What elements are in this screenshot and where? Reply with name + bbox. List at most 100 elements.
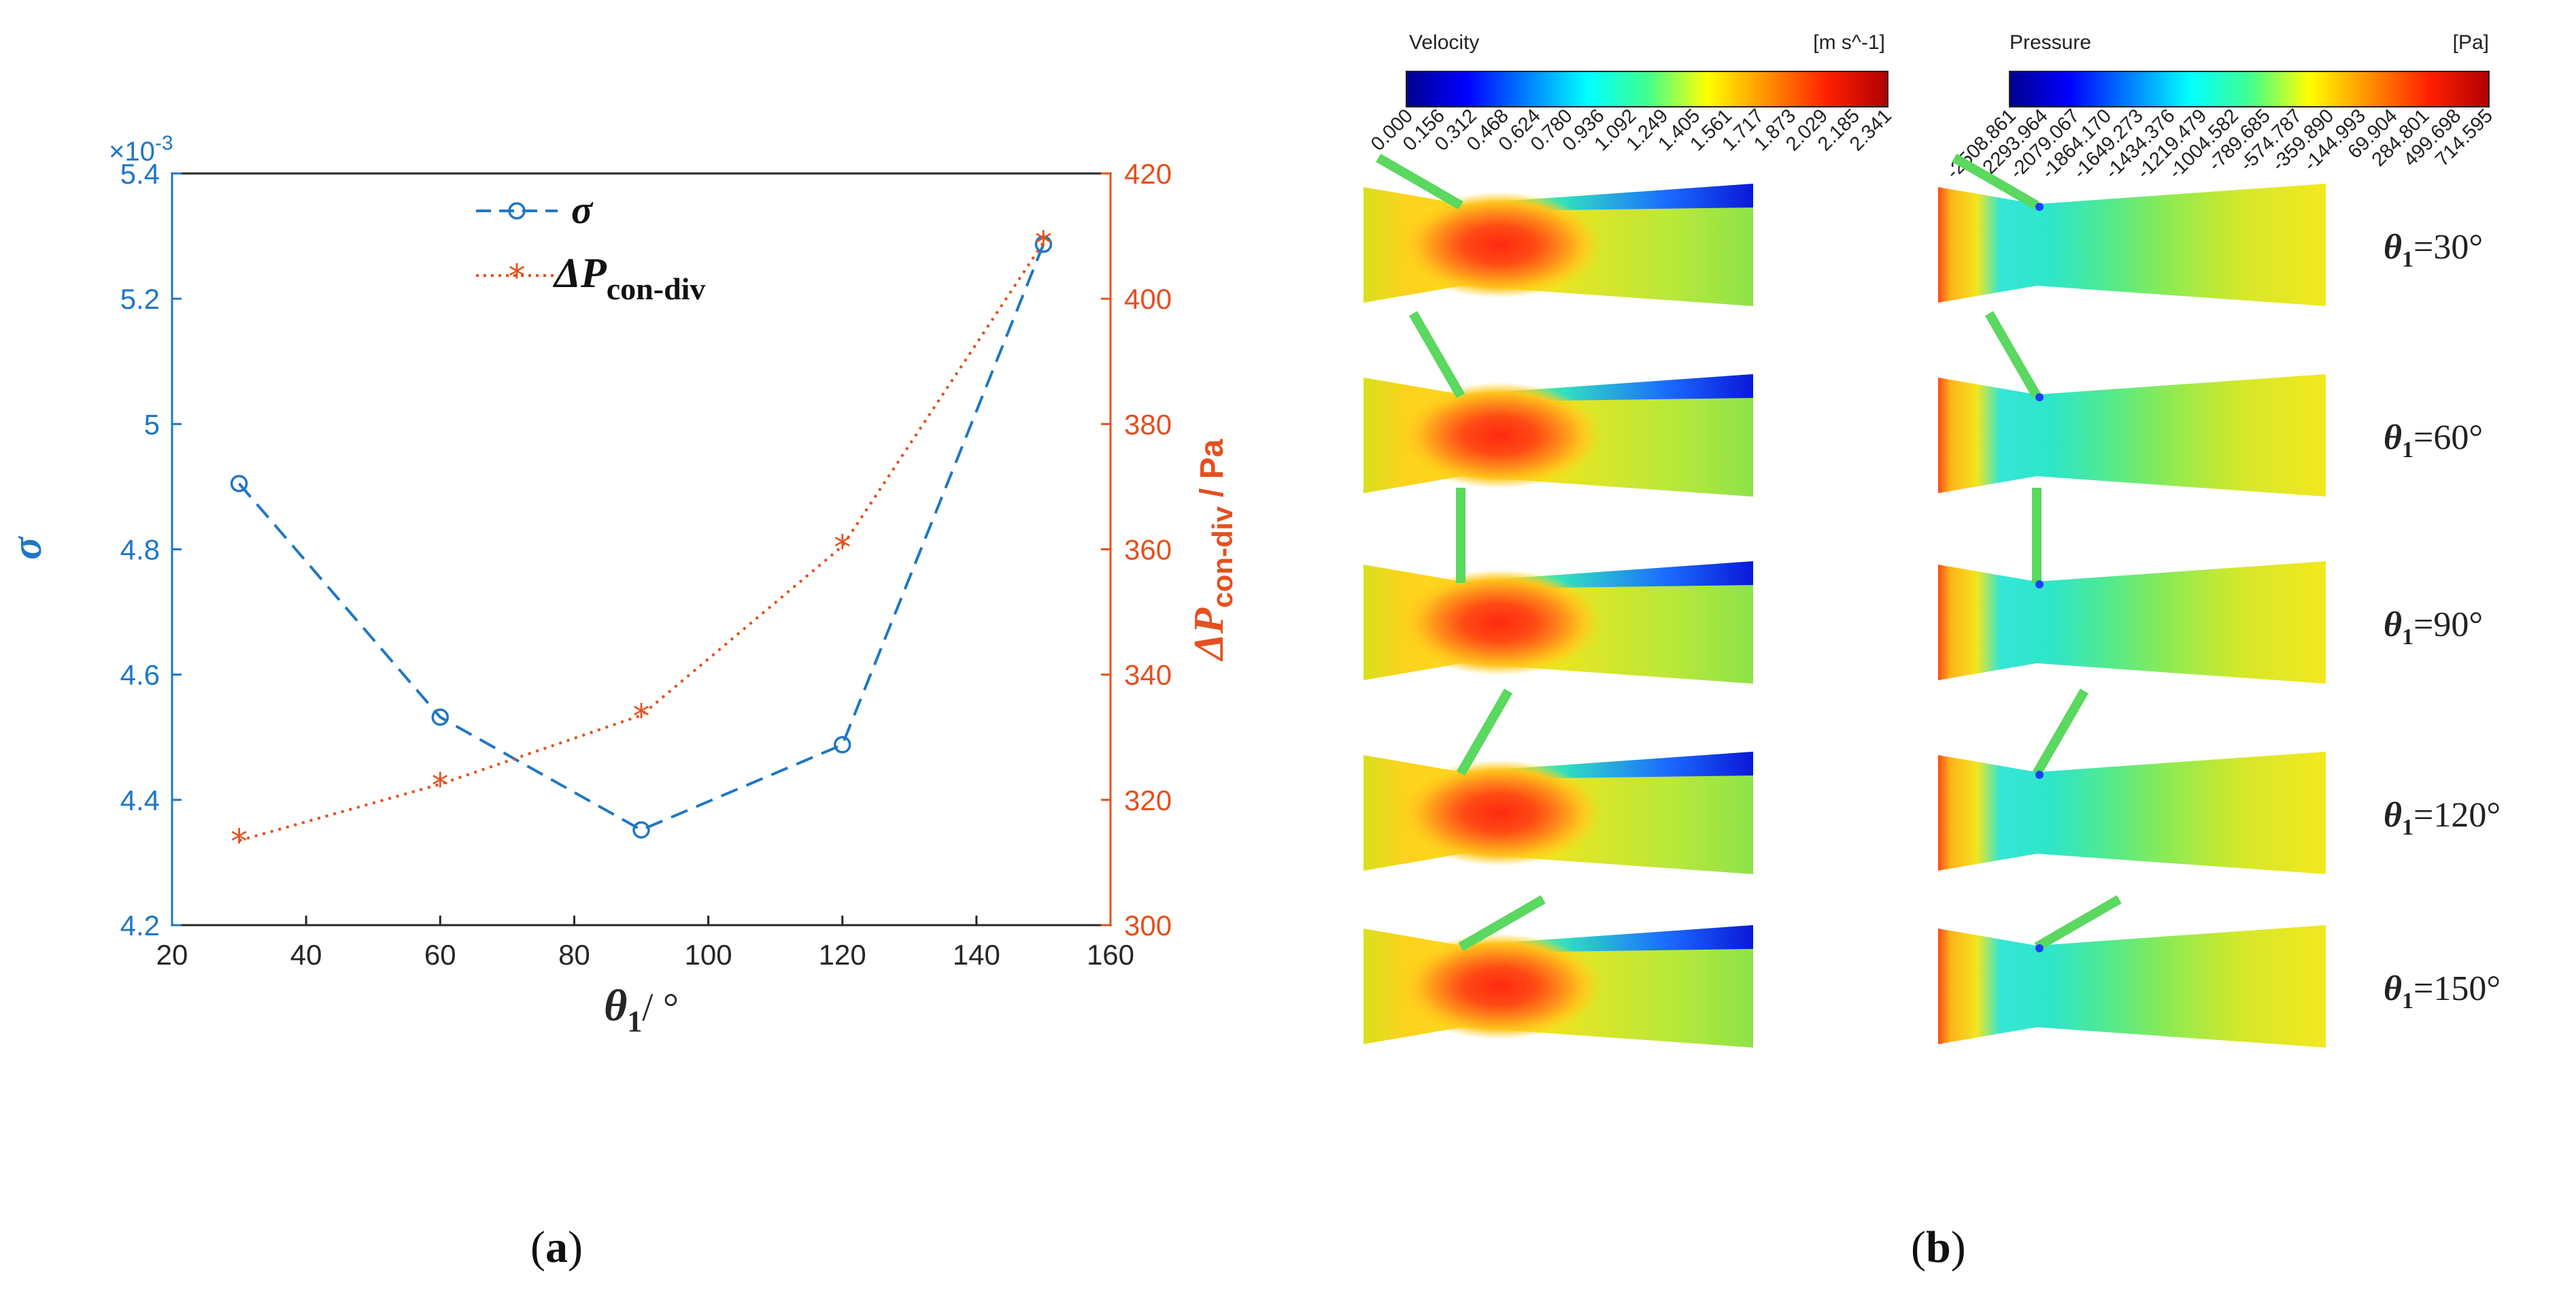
angle-label: θ1=90° <box>2384 605 2483 650</box>
right-axis-ticks: 300 320 340 360 380 400 420 <box>1101 158 1172 941</box>
right-tick-label: 340 <box>1124 659 1172 691</box>
right-tick-label: 300 <box>1124 909 1172 941</box>
deltap-point: * <box>633 697 650 737</box>
sigma-point <box>230 475 248 493</box>
right-tick-label: 320 <box>1124 784 1172 816</box>
right-tick-label: 360 <box>1124 534 1172 566</box>
x-axis-label-var: θ <box>604 981 627 1031</box>
angle-label-value: =150° <box>2413 969 2501 1008</box>
contour-rows: θ1=30°θ1=60°θ1=90°θ1=120°θ1=150° <box>1363 153 2501 1048</box>
velocity-colorbar <box>1406 71 1888 107</box>
angle-label-value: =60° <box>2413 418 2483 457</box>
x-tick-label: 160 <box>1087 939 1134 971</box>
angle-label-var: θ <box>2384 969 2402 1008</box>
x-axis-label: θ1/ ° <box>604 981 679 1038</box>
x-tick-label: 40 <box>290 939 322 971</box>
left-axis-label: σ <box>4 536 50 560</box>
contour-row: θ1=30° <box>1363 153 2483 306</box>
pressure-low-spot <box>2035 771 2044 779</box>
right-tick-label: 380 <box>1124 408 1172 440</box>
contour-row: θ1=120° <box>1363 688 2501 874</box>
left-axis-ticks: 4.2 4.4 4.6 4.8 5 5.2 5.4 <box>120 158 182 941</box>
pressure-inlet-pipe <box>2034 895 2122 952</box>
angle-label-var: θ <box>2384 228 2402 267</box>
pressure-nozzle-body <box>1938 184 2326 306</box>
deltap-point: * <box>231 822 248 862</box>
legend-sigma-marker <box>508 202 526 220</box>
velocity-legend-title: Velocity <box>1409 31 1479 54</box>
left-tick-label: 4.2 <box>120 909 160 941</box>
angle-label-var: θ <box>2384 796 2402 835</box>
sigma-point <box>1034 235 1053 253</box>
angle-label-sub: 1 <box>2402 624 2413 650</box>
x-tick-label: 120 <box>819 939 866 971</box>
velocity-colorbar-ticks: 0.0000.1560.3120.4680.6240.7800.9361.092… <box>1367 105 1896 155</box>
angle-label: θ1=150° <box>2384 969 2501 1014</box>
x-axis-label-sub: 1 <box>627 1005 642 1038</box>
x-axis-label-unit: / ° <box>642 985 679 1029</box>
right-axis-label-unit: / Pa <box>1194 439 1230 506</box>
left-axis-exponent: ×10-3 <box>109 132 173 167</box>
pressure-inlet-pipe <box>1984 311 2041 399</box>
sigma-series-line <box>238 244 1045 832</box>
sigma-point <box>632 821 650 839</box>
angle-label-value: =30° <box>2413 228 2483 267</box>
pressure-inlet-pipe <box>1952 153 2039 210</box>
right-axis-label-main: ΔP <box>1186 607 1232 663</box>
velocity-core <box>1397 569 1601 675</box>
chart-legend: σ * ΔPcon-div <box>476 188 705 306</box>
pressure-legend-title: Pressure <box>2010 31 2091 54</box>
pressure-low-spot <box>2035 580 2044 588</box>
pressure-legend-unit: [Pa] <box>2453 31 2489 54</box>
x-tick-label: 20 <box>156 939 188 971</box>
velocity-inlet-pipe <box>1376 153 1463 210</box>
legend-deltap-sub: con-div <box>607 271 706 306</box>
velocity-core <box>1397 760 1601 866</box>
left-tick-label: 5.2 <box>120 283 160 315</box>
angle-label-sub: 1 <box>2402 988 2413 1014</box>
angle-label: θ1=60° <box>2384 418 2483 463</box>
velocity-core <box>1397 192 1601 298</box>
x-tick-label: 60 <box>424 939 456 971</box>
x-tick-label: 140 <box>953 939 1000 971</box>
legend-deltap-label: ΔPcon-div <box>552 250 705 306</box>
angle-label-value: =90° <box>2413 605 2483 644</box>
velocity-core <box>1397 382 1601 488</box>
velocity-legend-unit: [m s^-1] <box>1813 31 1885 54</box>
left-tick-label: 5 <box>144 408 160 440</box>
pressure-nozzle-body <box>1938 561 2326 684</box>
velocity-inlet-pipe <box>1458 895 1546 952</box>
pressure-nozzle-body <box>1938 374 2326 497</box>
right-axis-label: ΔPcon-div / Pa <box>1186 439 1238 662</box>
angle-label-sub: 1 <box>2402 815 2413 840</box>
left-tick-label: 5.4 <box>120 158 160 190</box>
contour-row: θ1=90° <box>1363 488 2483 684</box>
legend-deltap-main: ΔP <box>552 250 607 297</box>
x-tick-label: 100 <box>685 939 732 971</box>
pressure-low-spot <box>2035 944 2044 952</box>
legend-sigma-label: σ <box>571 188 594 232</box>
angle-label-sub: 1 <box>2402 437 2413 463</box>
angle-label: θ1=120° <box>2384 796 2501 840</box>
angle-label-sub: 1 <box>2402 247 2413 272</box>
deltap-point: * <box>834 528 851 567</box>
panel-b-contours: Velocity [m s^-1] 0.0000.1560.3120.4680.… <box>1363 31 2501 1272</box>
pressure-low-spot <box>2035 393 2044 401</box>
right-tick-label: 400 <box>1124 283 1172 315</box>
legend-deltap-marker: * <box>509 257 526 297</box>
left-tick-label: 4.8 <box>120 534 160 566</box>
velocity-inlet-pipe <box>1456 688 1513 776</box>
angle-label: θ1=30° <box>2384 228 2483 272</box>
pressure-nozzle-body <box>1938 752 2326 874</box>
exponent-power: -3 <box>155 132 173 154</box>
pressure-inlet-pipe <box>2032 688 2089 776</box>
series-layer: * * * * * <box>230 224 1053 862</box>
exponent-base: ×10 <box>109 137 155 167</box>
angle-label-value: =120° <box>2413 796 2501 835</box>
pressure-colorbar-ticks: -2508.861-2293.964-2079.067-1864.170-164… <box>1942 105 2497 183</box>
panel-a-chart: 20 40 60 80 100 120 140 160 4.2 4.4 4.6 4.8 5 5.2 5.4… <box>4 132 1238 1272</box>
sigma-point <box>431 708 450 727</box>
contour-row: θ1=150° <box>1363 895 2501 1048</box>
deltap-point: * <box>432 766 449 805</box>
contour-row: θ1=60° <box>1363 311 2483 497</box>
